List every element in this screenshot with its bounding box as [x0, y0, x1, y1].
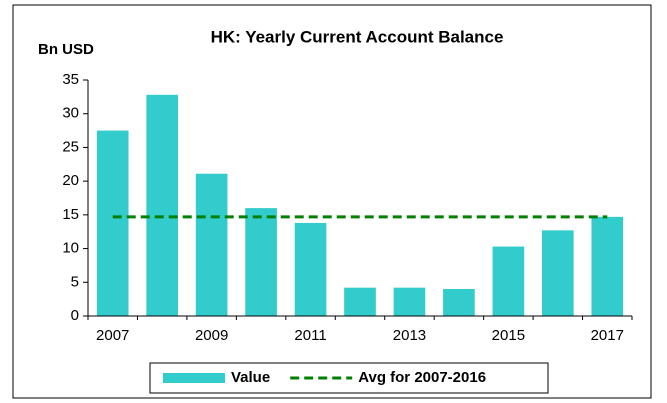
y-tick-label: 15 [62, 206, 79, 223]
bar [393, 287, 426, 316]
y-tick-label: 20 [62, 172, 79, 189]
bar [591, 216, 624, 316]
bar [245, 208, 277, 316]
bar [492, 246, 525, 316]
chart-title: HK: Yearly Current Account Balance [211, 27, 504, 46]
y-tick-label: 10 [62, 240, 79, 257]
x-tick-label: 2017 [591, 327, 624, 344]
y-tick-label: 25 [62, 138, 79, 155]
bar [344, 287, 376, 316]
bar [96, 130, 129, 316]
bar [541, 230, 574, 316]
y-tick-label: 0 [71, 307, 79, 324]
legend-label: Avg for 2007-2016 [358, 369, 486, 386]
y-tick-label: 30 [62, 105, 79, 122]
x-tick-label: 2015 [492, 327, 525, 344]
legend-swatch [163, 373, 225, 383]
y-tick-label: 35 [62, 71, 79, 88]
bar [443, 289, 475, 316]
y-tick-label: 5 [71, 273, 79, 290]
x-tick-label: 2007 [96, 327, 129, 344]
x-tick-label: 2009 [195, 327, 228, 344]
x-tick-label: 2013 [393, 327, 426, 344]
bar [195, 173, 228, 316]
legend-label: Value [231, 369, 270, 386]
x-tick-label: 2011 [294, 327, 326, 344]
bar [294, 222, 327, 316]
y-axis-label: Bn USD [38, 41, 94, 58]
bar [146, 94, 179, 316]
